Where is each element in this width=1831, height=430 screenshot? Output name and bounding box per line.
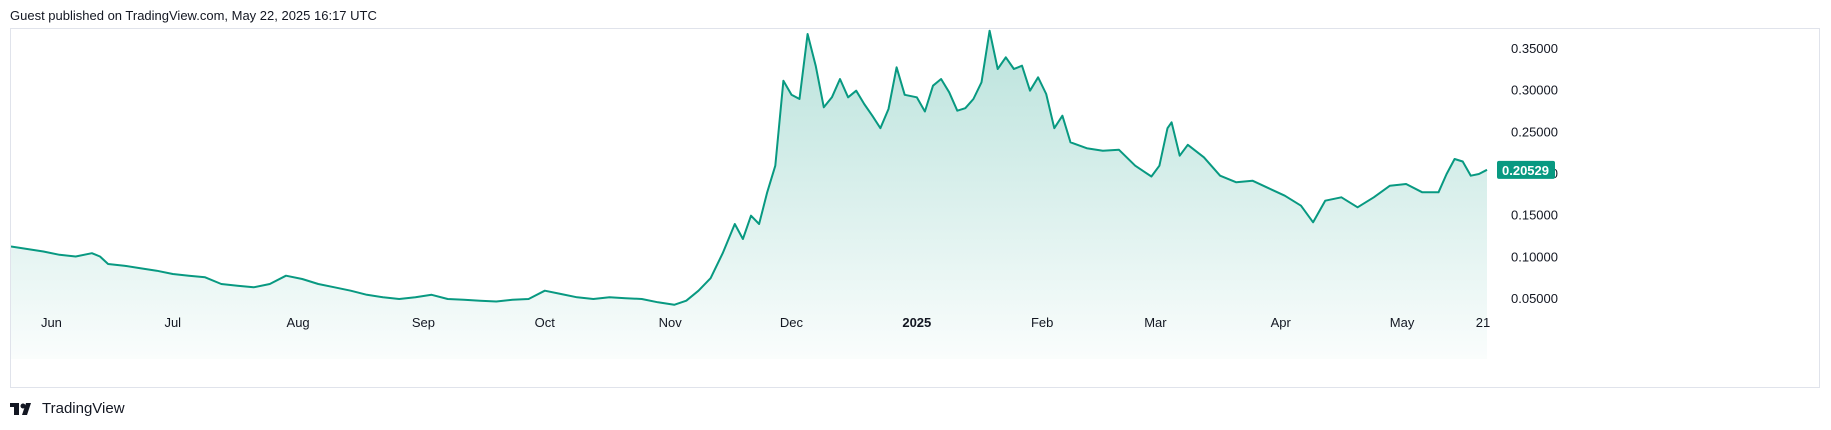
- x-tick-label: Nov: [659, 315, 683, 330]
- brand-name: TradingView: [42, 400, 125, 417]
- series-line[interactable]: [11, 29, 1488, 306]
- x-tick-label: Feb: [1031, 315, 1053, 330]
- x-tick-label: Sep: [412, 315, 435, 330]
- y-tick-label: 0.05000: [1511, 291, 1558, 306]
- x-tick-label: Mar: [1144, 315, 1167, 330]
- x-tick-label: 2025: [902, 315, 931, 330]
- y-tick-label: 0.30000: [1511, 83, 1558, 98]
- chart-frame: 0.350000.300000.250000.200000.150000.100…: [10, 28, 1820, 388]
- x-tick-label: Aug: [287, 315, 310, 330]
- price-chart[interactable]: 0.350000.300000.250000.200000.150000.100…: [11, 29, 1821, 389]
- last-price-label: 0.20529: [1502, 163, 1549, 178]
- tradingview-logo-icon: [10, 402, 31, 415]
- y-tick-label: 0.25000: [1511, 124, 1558, 139]
- x-tick-label: Dec: [780, 315, 804, 330]
- y-tick-label: 0.10000: [1511, 249, 1558, 264]
- series-area: [11, 30, 1487, 359]
- x-tick-label: Jul: [164, 315, 181, 330]
- x-tick-label: May: [1390, 315, 1415, 330]
- last-price-badge: [1497, 160, 1555, 179]
- x-tick-label: 21: [1476, 315, 1490, 330]
- y-tick-label: 0.15000: [1511, 208, 1558, 223]
- publish-info: Guest published on TradingView.com, May …: [10, 8, 377, 23]
- x-tick-label: Oct: [535, 315, 556, 330]
- tradingview-brand[interactable]: TradingView: [10, 400, 125, 417]
- y-tick-label: 0.35000: [1511, 41, 1558, 56]
- x-tick-label: Jun: [41, 315, 62, 330]
- x-tick-label: Apr: [1271, 315, 1292, 330]
